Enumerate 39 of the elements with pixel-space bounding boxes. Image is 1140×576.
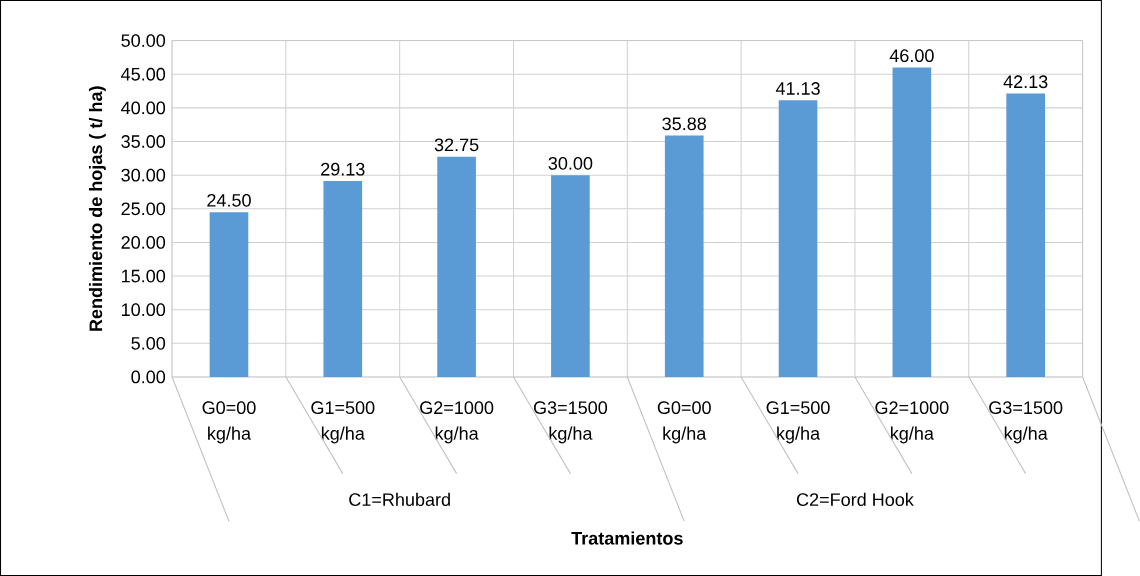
y-tick-label: 45.00 xyxy=(121,67,166,81)
x-tick-label: G2=1000 kg/ha xyxy=(875,401,949,444)
y-tick-label: 35.00 xyxy=(121,135,166,148)
x-tick-label: G0=00 kg/ha xyxy=(202,401,256,444)
text: C2=Ford Hook xyxy=(796,492,914,506)
bar xyxy=(551,175,590,377)
data-label: 42.13 xyxy=(1003,75,1048,89)
y-tick-label: 50.00 xyxy=(121,34,166,47)
x-axis-title: Tratamientos xyxy=(571,531,683,545)
x-tick-label: G1=500 kg/ha xyxy=(766,401,830,444)
y-axis-title: Rendimiento de hojas ( t/ ha) xyxy=(88,86,106,331)
bar xyxy=(1006,93,1045,377)
y-tick-label: 10.00 xyxy=(122,303,166,317)
y-tick-label: 5.00 xyxy=(131,336,166,350)
data-label: 46.00 xyxy=(889,49,934,63)
data-label: 32.75 xyxy=(434,138,479,152)
x-tick-label: G1=500 kg/ha xyxy=(311,401,375,444)
y-tick-label: 25.00 xyxy=(121,202,166,216)
bar xyxy=(778,100,818,377)
bar xyxy=(437,156,476,377)
data-label: 41.13 xyxy=(775,82,820,95)
bar xyxy=(892,67,932,377)
y-tick-label: 40.00 xyxy=(121,101,166,115)
y-tick-label: 0.00 xyxy=(131,370,166,384)
bar xyxy=(209,212,249,377)
data-label: 24.50 xyxy=(207,193,251,207)
x-tick-label: G3=1500 kg/ha xyxy=(989,401,1063,444)
y-tick-label: 30.00 xyxy=(121,168,166,182)
y-tick-label: 15.00 xyxy=(122,269,166,283)
data-label: 35.88 xyxy=(662,117,707,131)
bar xyxy=(664,135,704,377)
x-tick-label: G3=1500 kg/ha xyxy=(533,401,608,444)
x-tick-label: G0=00 kg/ha xyxy=(657,401,711,444)
x-tick-label: G2=1000 kg/ha xyxy=(420,401,494,444)
text: C1=Rhubard xyxy=(349,492,450,506)
bar xyxy=(323,180,363,377)
data-label: 30.00 xyxy=(548,156,593,170)
y-tick-label: 20.00 xyxy=(121,235,166,249)
data-label: 29.13 xyxy=(321,162,365,176)
